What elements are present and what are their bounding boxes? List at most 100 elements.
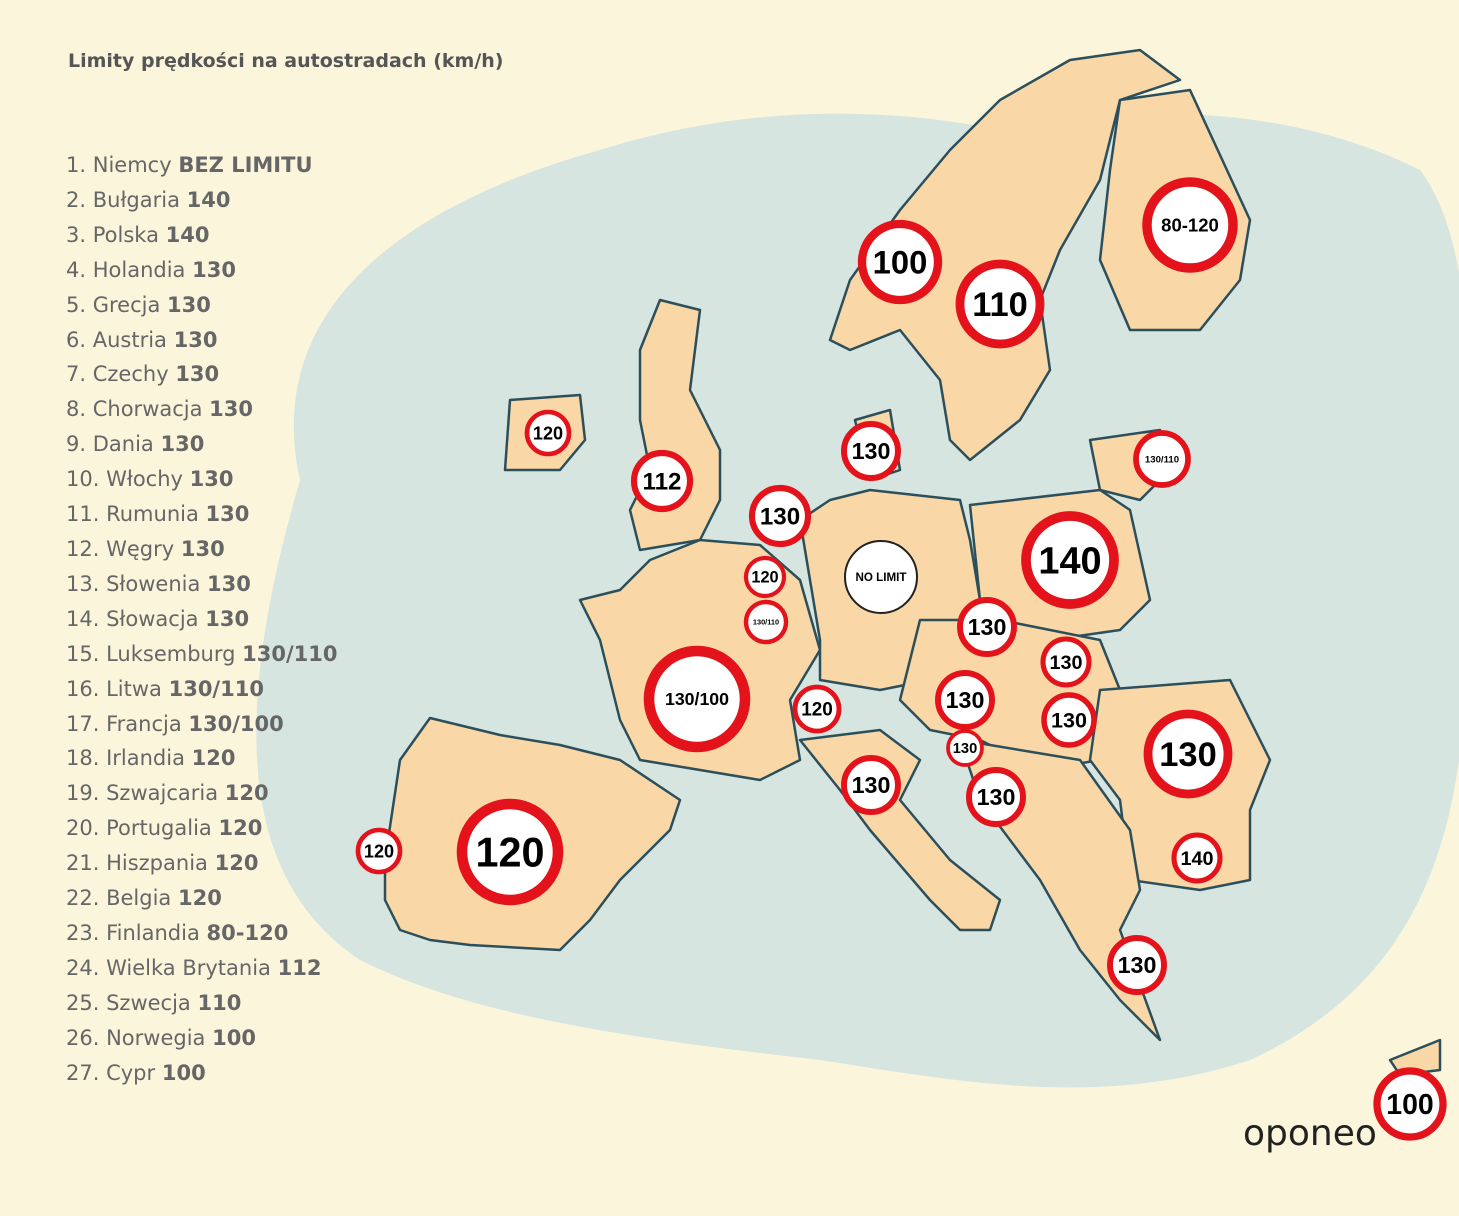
list-item: 6. Austria 130 [66, 323, 337, 358]
country: Węgry [106, 536, 175, 561]
list-item: 13. Słowenia 130 [66, 567, 337, 602]
list-item: 7. Czechy 130 [66, 357, 337, 392]
list-item: 16. Litwa 130/110 [66, 672, 337, 707]
rank: 20. [66, 816, 100, 841]
list-item: 2. Bułgaria 140 [66, 183, 337, 218]
limit: 120 [191, 746, 236, 771]
sign-label: 130/110 [753, 618, 779, 627]
limit: 130 [160, 432, 205, 457]
rank: 9. [66, 432, 87, 457]
speed-sign [841, 755, 901, 815]
limit: 130 [209, 397, 254, 422]
limit: 130 [180, 536, 225, 561]
rank: 16. [66, 676, 100, 701]
limit: 110 [197, 990, 242, 1015]
rank: 25. [66, 990, 100, 1015]
sign-label: 130 [946, 687, 985, 713]
speed-sign [1133, 430, 1191, 488]
limit: 130/110 [168, 676, 264, 701]
list-item: 21. Hiszpania 120 [66, 846, 337, 881]
list-item: 5. Grecja 130 [66, 288, 337, 323]
rank: 13. [66, 571, 100, 596]
limit: 120 [224, 781, 269, 806]
country: Litwa [106, 676, 162, 701]
speed-sign [1143, 709, 1233, 799]
sign-label: 130/110 [1145, 454, 1179, 465]
rank: 11. [66, 502, 100, 527]
sign-label: 130 [1159, 736, 1217, 774]
rank: 10. [66, 467, 100, 492]
country: Dania [92, 432, 154, 457]
ranking-list: 1. Niemcy BEZ LIMITU 2. Bułgaria 140 3. Po… [66, 148, 337, 1090]
rank: 8. [66, 397, 87, 422]
limit: 130 [173, 327, 218, 352]
country: Austria [92, 327, 167, 352]
rank: 24. [66, 955, 100, 980]
title: Limity prędkości na autostradach (km/h) [68, 50, 504, 72]
logo: oponeo [1243, 1113, 1377, 1154]
speed-sign [957, 597, 1017, 657]
sign-label: 130 [852, 438, 891, 464]
sign-label: 110 [972, 286, 1028, 324]
sign-label: 112 [643, 468, 682, 495]
sign-label: 100 [1386, 1089, 1433, 1121]
country: Holandia [92, 257, 186, 282]
list-item: 23. Finlandia 80-120 [66, 916, 337, 951]
country: Niemcy [92, 153, 172, 177]
list-item: 17. Francja 130/100 [66, 707, 337, 742]
country: Luksemburg [106, 641, 236, 666]
limit: 130 [189, 467, 234, 492]
rank: 2. [66, 187, 87, 212]
list-item: 24. Wielka Brytania 112 [66, 951, 337, 986]
limit: 120 [214, 851, 259, 876]
rank: 23. [66, 920, 100, 945]
limit: 100 [212, 1025, 256, 1050]
country: Czechy [92, 362, 169, 387]
country: Bułgaria [92, 187, 180, 212]
country: Grecja [92, 292, 161, 317]
country: Wielka Brytania [106, 955, 271, 980]
speed-sign [841, 421, 901, 481]
sign-label: 130 [1051, 708, 1087, 733]
speed-sign [1041, 692, 1097, 748]
signs: 100 110 80-120 120 112 130 130/110 130 120 130/11… [355, 177, 1447, 1141]
rank: 7. [66, 362, 87, 387]
list-item: 14. Słowacja 130 [66, 602, 337, 637]
limit: 130 [167, 292, 211, 317]
list-item: 10. Włochy 130 [66, 462, 337, 497]
limit: 120 [218, 816, 263, 841]
sign-label: 130 [977, 784, 1016, 810]
sign-label: 130 [1118, 952, 1157, 978]
rank: 15. [66, 641, 100, 666]
rank: 3. [66, 222, 87, 247]
speed-sign [792, 684, 842, 734]
country: Szwajcaria [106, 781, 219, 806]
sign-label: 140 [1180, 848, 1213, 870]
list-item: 8. Chorwacja 130 [66, 392, 337, 427]
country: Portugalia [106, 816, 212, 841]
speed-sign [844, 540, 918, 614]
speed-sign [1040, 636, 1092, 688]
speed-sign [857, 219, 943, 305]
list-item: 20. Portugalia 120 [66, 811, 337, 846]
speed-sign [748, 484, 812, 548]
speed-sign [643, 645, 751, 753]
list-item: 9. Dania 130 [66, 427, 337, 462]
rank: 22. [66, 886, 100, 911]
country: Chorwacja [92, 397, 203, 422]
sign-label: NO LIMIT [855, 571, 906, 584]
limit: 130/100 [188, 711, 284, 736]
country: Belgia [106, 886, 172, 911]
rank: 14. [66, 606, 100, 631]
rank: 12. [66, 536, 100, 561]
country: Polska [92, 222, 159, 247]
country: Finlandia [106, 920, 200, 945]
limit: 130 [205, 606, 250, 631]
country: Słowenia [106, 571, 201, 596]
list-item: 1. Niemcy BEZ LIMITU [66, 148, 337, 183]
rank: 17. [66, 711, 100, 736]
list-item: 26. Norwegia 100 [66, 1021, 337, 1056]
rank: 19. [66, 781, 100, 806]
